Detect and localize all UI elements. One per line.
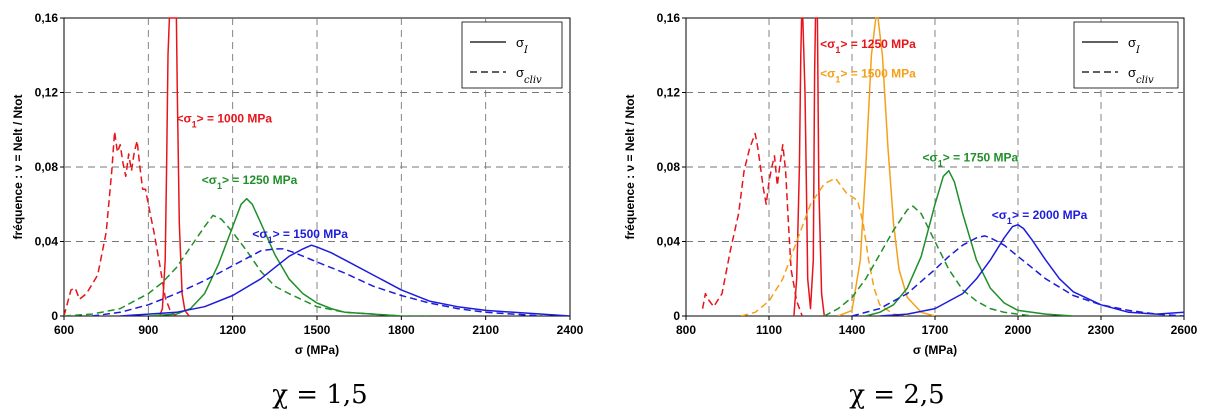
series-line-4-solid (148, 197, 402, 316)
annotation-label: <σ1> = 1500 MPa (252, 227, 348, 245)
annotation-label: <σ1> = 1250 MPa (202, 173, 298, 191)
x-tick-label: 2400 (557, 323, 584, 337)
series-line-3-dashed (741, 177, 908, 316)
x-tick-label: 900 (138, 323, 158, 337)
series-line-1-dashed (64, 130, 177, 316)
legend-label: σcliv (1128, 65, 1154, 86)
x-tick-label: 1700 (922, 323, 949, 337)
annotation-label: <σ1> = 1500 MPa (820, 67, 916, 85)
series-line-6-solid (865, 169, 1074, 316)
x-tick-label: 1100 (756, 323, 782, 337)
series-line-2-solid (158, 17, 190, 316)
legend: σI σcliv (1073, 21, 1179, 89)
x-tick-label: 2300 (1088, 323, 1115, 337)
annotation-label: <σ1> = 2000 MPa (992, 208, 1088, 226)
x-tick-label: 2600 (1171, 323, 1198, 337)
x-tick-label: 600 (54, 323, 74, 337)
y-axis-label: fréquence : ν = Nelt / Ntot (11, 94, 25, 239)
y-tick-label: 0 (51, 309, 58, 323)
x-tick-label: 2000 (1005, 323, 1032, 337)
y-tick-label: 0,16 (657, 11, 681, 25)
x-axis-label: σ (MPa) (913, 343, 957, 357)
legend-label: σI (516, 35, 529, 56)
y-tick-label: 0,04 (35, 235, 59, 249)
series-line-8-solid (879, 223, 1184, 316)
y-tick-label: 0 (673, 309, 680, 323)
legend-box (1073, 21, 1179, 89)
y-tick-label: 0,16 (35, 11, 59, 25)
x-tick-label: 1800 (388, 323, 415, 337)
x-tick-label: 1500 (304, 323, 331, 337)
series-group (64, 17, 570, 316)
series-line-5-dashed (92, 248, 542, 316)
y-tick-label: 0,12 (35, 86, 59, 100)
series-line-4-solid (837, 17, 936, 316)
series-line-2-solid (793, 17, 826, 316)
chart-panel-2: 800 1100 1400 1700 2000 2300 2600 0 0,04 0,08 0,12… (623, 11, 1198, 410)
annotation-label: <σ1> = 1750 MPa (923, 150, 1019, 168)
series-line-6-solid (120, 244, 570, 316)
legend: σI σcliv (461, 21, 563, 89)
series-line-5-dashed (823, 205, 1032, 316)
x-axis-label: σ (MPa) (295, 343, 339, 357)
x-tick-label: 1400 (839, 323, 866, 337)
y-tick-label: 0,08 (35, 160, 59, 174)
y-tick-label: 0,12 (657, 86, 681, 100)
legend-label: σcliv (516, 65, 542, 86)
x-tick-label: 2100 (472, 323, 499, 337)
legend-box (461, 21, 563, 89)
panel-caption: χ = 2,5 (849, 380, 944, 410)
y-axis-label: fréquence : ν = Nelt / Ntot (623, 94, 637, 239)
x-tick-label: 800 (676, 323, 696, 337)
annotation-label: <σ1> = 1000 MPa (176, 111, 272, 129)
series-group (701, 17, 1184, 316)
legend-label: σI (1128, 35, 1141, 56)
chart-panel-1: 600 900 1200 1500 1800 2100 2400 0 0,04 0,08 0,12 0… (11, 11, 584, 410)
panel-caption: χ = 1,5 (272, 380, 367, 410)
annotation-label: <σ1> = 1250 MPa (820, 37, 916, 55)
y-tick-label: 0,08 (657, 160, 681, 174)
y-tick-label: 0,04 (657, 235, 681, 249)
x-tick-label: 1200 (219, 323, 246, 337)
